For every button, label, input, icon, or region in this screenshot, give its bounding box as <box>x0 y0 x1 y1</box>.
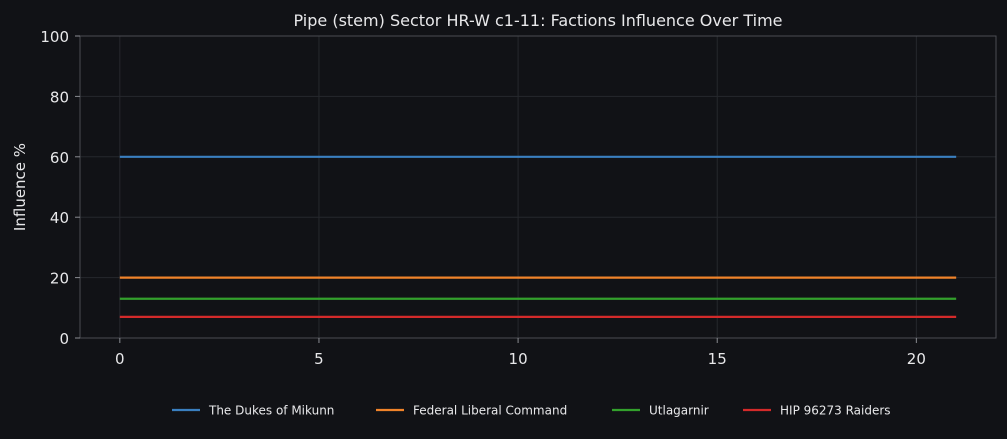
y-tick-label: 80 <box>50 88 69 106</box>
x-tick-label: 10 <box>509 350 528 368</box>
x-tick-label: 5 <box>314 350 324 368</box>
legend-item: HIP 96273 Raiders <box>743 404 891 418</box>
legend-label: The Dukes of Mikunn <box>208 404 334 418</box>
x-tick-label: 20 <box>907 350 926 368</box>
x-tick-label: 15 <box>708 350 727 368</box>
legend-item: Federal Liberal Command <box>376 404 567 418</box>
series-lines <box>119 155 957 318</box>
chart-title: Pipe (stem) Sector HR-W c1-11: Factions … <box>294 11 783 30</box>
y-axis-label: Influence % <box>11 143 29 231</box>
legend-label: Utlagarnir <box>649 404 709 418</box>
y-tick-label: 60 <box>50 149 69 167</box>
x-tick-label: 0 <box>115 350 125 368</box>
y-tick-label: 0 <box>59 330 69 348</box>
legend-label: HIP 96273 Raiders <box>780 404 891 418</box>
legend: The Dukes of Mikunn Federal Liberal Comma… <box>172 404 891 418</box>
y-tick-label: 40 <box>50 209 69 227</box>
legend-item: The Dukes of Mikunn <box>172 404 334 418</box>
plot-frame <box>79 35 997 339</box>
y-tick-label: 100 <box>40 28 69 46</box>
y-tick-label: 20 <box>50 270 69 288</box>
axis-ticks: 0 5 10 15 20 0 20 40 60 80 100 <box>40 28 926 368</box>
legend-item: Utlagarnir <box>612 404 709 418</box>
legend-label: Federal Liberal Command <box>413 404 567 418</box>
